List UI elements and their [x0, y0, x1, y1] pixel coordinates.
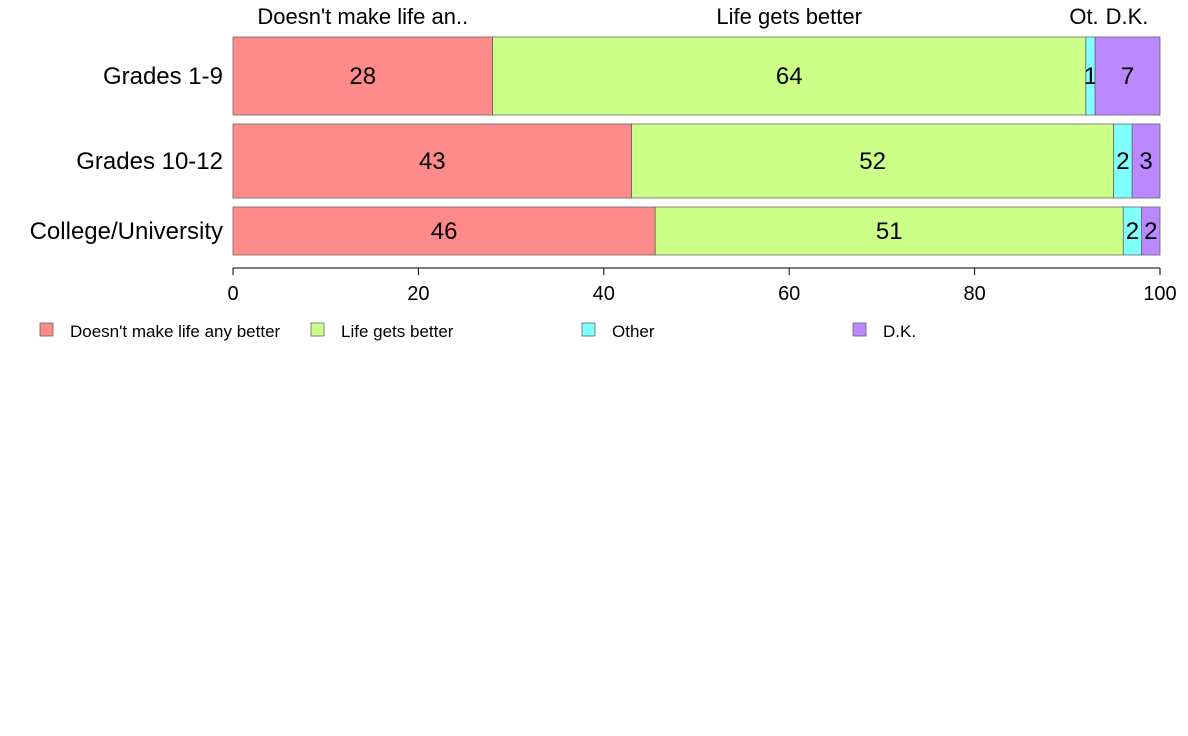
- legend-swatch: [581, 322, 596, 337]
- legend-label: Doesn't make life any better: [70, 322, 281, 341]
- legend-swatch: [310, 322, 325, 337]
- bar-segment: [1094, 36, 1161, 116]
- data-label: 2: [1126, 218, 1139, 245]
- legend: Doesn't make life any better Life gets be…: [39, 322, 916, 341]
- data-label: 51: [876, 218, 903, 245]
- bar-segment: [232, 123, 633, 199]
- legend-swatch: [39, 322, 54, 337]
- x-tick-label: 100: [1143, 283, 1176, 305]
- row-label: Grades 10-12: [76, 148, 223, 175]
- bar-segment: [631, 123, 1115, 199]
- legend-label: Life gets better: [341, 322, 454, 341]
- x-tick-label: 40: [593, 283, 615, 305]
- data-label: 3: [1139, 148, 1152, 175]
- x-axis: 0 20 40 60 80 100: [227, 267, 1177, 305]
- legend-label: Other: [612, 322, 655, 341]
- data-label: 2: [1116, 148, 1129, 175]
- bar-segment: [492, 36, 1087, 116]
- legend-item: Doesn't make life any better: [39, 322, 281, 341]
- data-label: 52: [859, 148, 886, 175]
- column-header-2: Ot.: [1069, 4, 1098, 29]
- column-header-1: Life gets better: [716, 4, 862, 29]
- data-label: 7: [1121, 63, 1134, 90]
- bar-segment: [654, 206, 1124, 256]
- data-label: 64: [776, 63, 803, 90]
- x-tick-label: 0: [227, 283, 238, 305]
- bar-row: Grades 10-12 43 52 2 3: [76, 123, 1161, 199]
- data-label: 1: [1084, 63, 1097, 90]
- bar-segment: [232, 36, 493, 116]
- data-label: 46: [431, 218, 458, 245]
- data-label: 43: [419, 148, 446, 175]
- x-tick-label: 80: [963, 283, 985, 305]
- bar-segment: [232, 206, 656, 256]
- x-tick-label: 20: [407, 283, 429, 305]
- x-tick-label: 60: [778, 283, 800, 305]
- row-label: College/University: [30, 218, 223, 245]
- row-label: Grades 1-9: [103, 63, 223, 90]
- bar-segment: [1141, 206, 1161, 256]
- legend-item: Life gets better: [310, 322, 454, 341]
- data-label: 2: [1144, 218, 1157, 245]
- legend-swatch: [852, 322, 867, 337]
- bar-segment: [1131, 123, 1161, 199]
- column-header-3: D.K.: [1106, 4, 1149, 29]
- column-headers: Doesn't make life an.. Life gets better Ot…: [257, 4, 1148, 29]
- bar-row: College/University 46 51 2 2: [30, 206, 1161, 256]
- legend-label: D.K.: [883, 322, 916, 341]
- legend-item: D.K.: [852, 322, 916, 341]
- bar-row: Grades 1-9 28 64 1 7: [103, 36, 1161, 116]
- column-header-0: Doesn't make life an..: [257, 4, 468, 29]
- data-label: 28: [349, 63, 376, 90]
- legend-item: Other: [581, 322, 655, 341]
